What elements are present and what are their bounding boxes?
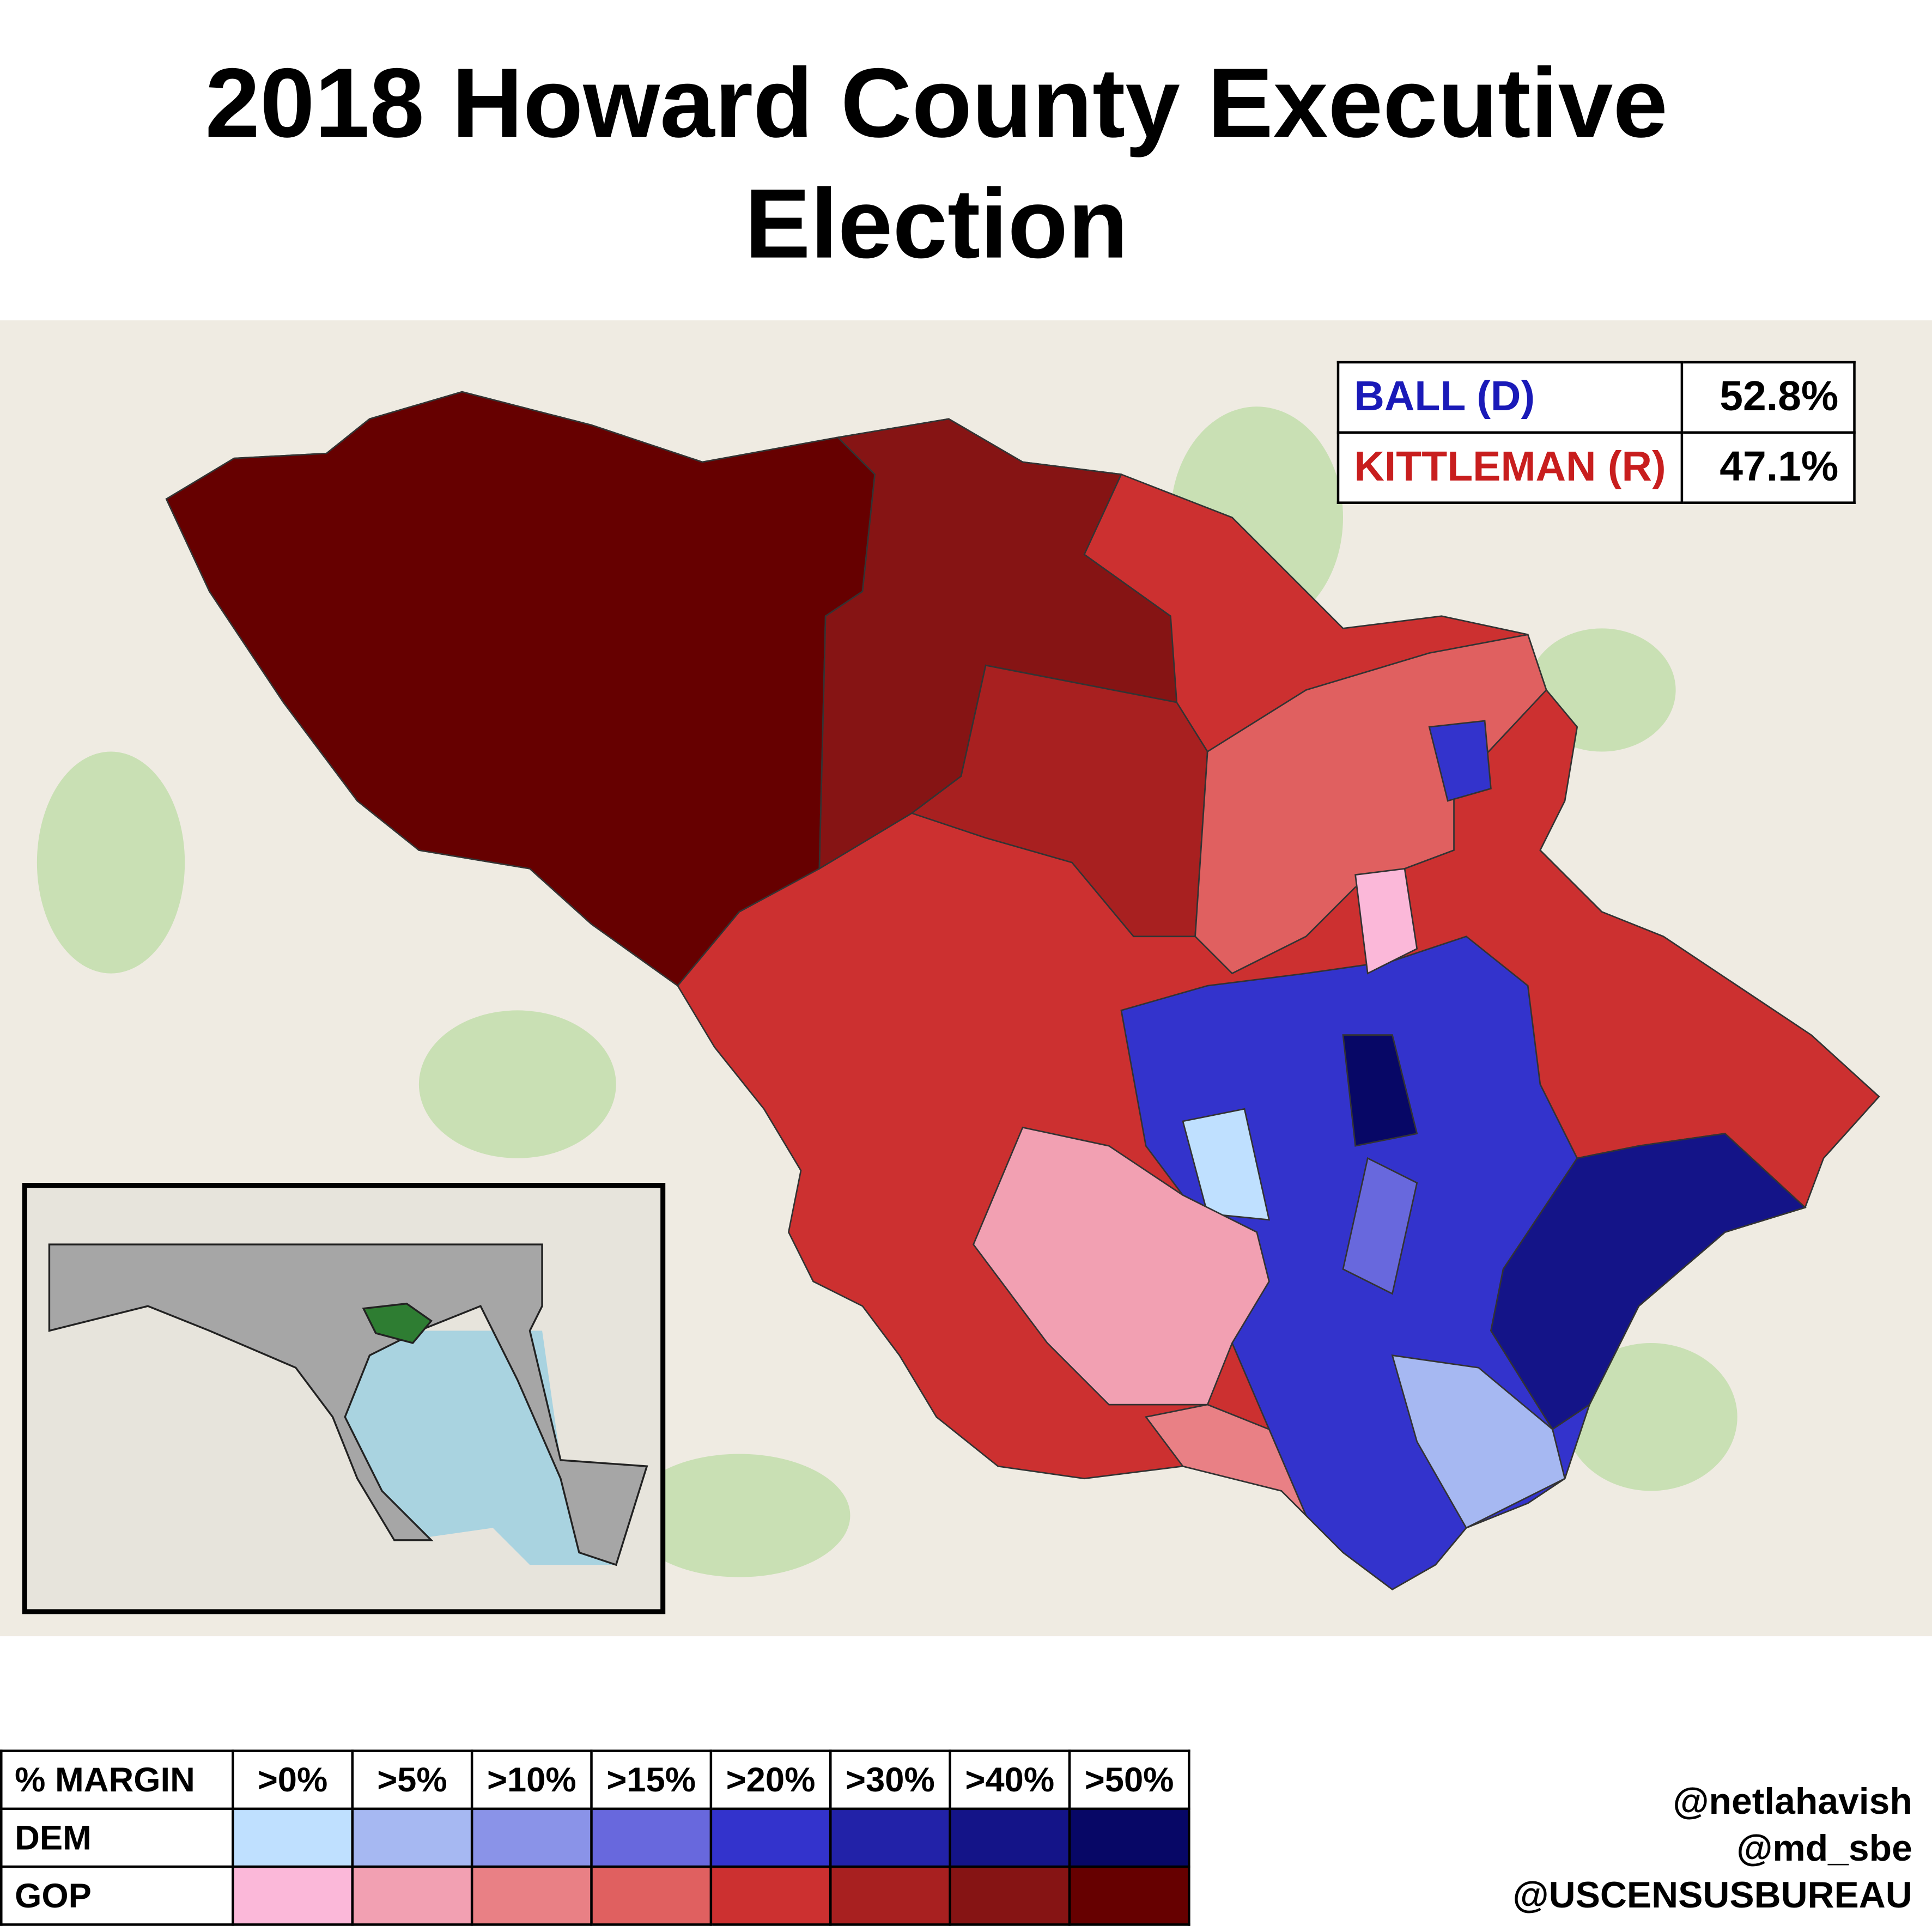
legend-bin: >20%: [709, 1749, 832, 1811]
credit: @netlahavish: [1673, 1782, 1912, 1822]
legend-swatch: [949, 1865, 1071, 1926]
legend-bin: >30%: [829, 1749, 951, 1811]
results-table: BALL (D) 52.8% KITTLEMAN (R) 47.1%: [1336, 361, 1856, 504]
inset: [22, 1183, 666, 1614]
credit: @USCENSUSBUREAU: [1512, 1875, 1912, 1916]
credits: @netlahavish @md_sbe @USCENSUSBUREAU: [1512, 1779, 1912, 1920]
candidate-name: BALL (D): [1336, 361, 1684, 434]
legend-bin: >5%: [351, 1749, 473, 1811]
candidate-name: KITTLEMAN (R): [1336, 431, 1684, 504]
legend-party: GOP: [0, 1865, 234, 1926]
legend-swatch: [709, 1865, 832, 1926]
candidate-percent: 52.8%: [1680, 361, 1856, 434]
legend-swatch: [949, 1807, 1071, 1868]
legend-swatch: [232, 1807, 354, 1868]
legend-party: DEM: [0, 1807, 234, 1868]
legend-bin: >0%: [232, 1749, 354, 1811]
legend-row: DEM: [0, 1807, 1190, 1868]
legend-swatch: [590, 1807, 713, 1868]
map: [0, 320, 1932, 1637]
legend-bin: >50%: [1068, 1749, 1190, 1811]
credit: @md_sbe: [1736, 1828, 1912, 1869]
legend-header: % MARGIN: [0, 1749, 234, 1811]
legend-swatch: [829, 1807, 951, 1868]
candidate-percent: 47.1%: [1680, 431, 1856, 504]
legend-swatch: [351, 1807, 473, 1868]
result-row: KITTLEMAN (R) 47.1%: [1336, 431, 1856, 504]
legend-swatch: [351, 1865, 473, 1926]
legend-swatch: [1068, 1807, 1190, 1868]
precincts: [165, 391, 1880, 1590]
legend-swatch: [470, 1807, 593, 1868]
legend-swatch: [1068, 1865, 1190, 1926]
parks: [37, 406, 1737, 1577]
title: 2018 Howard County Executive Election: [205, 48, 1668, 279]
legend-swatch: [470, 1865, 593, 1926]
legend-table: % MARGIN >0% >5% >10% >15% >20% >30% >40% >50% DE…: [0, 1749, 1190, 1926]
legend-swatch: [829, 1865, 951, 1926]
legend-swatch: [709, 1807, 832, 1868]
legend-bin: >10%: [470, 1749, 593, 1811]
legend-header-row: % MARGIN >0% >5% >10% >15% >20% >30% >40% >50%: [0, 1749, 1190, 1811]
legend-swatch: [590, 1865, 713, 1926]
legend-bin: >40%: [949, 1749, 1071, 1811]
legend-row: GOP: [0, 1865, 1190, 1926]
legend-bin: >15%: [590, 1749, 713, 1811]
legend-swatch: [232, 1865, 354, 1926]
result-row: BALL (D) 52.8%: [1336, 361, 1856, 434]
